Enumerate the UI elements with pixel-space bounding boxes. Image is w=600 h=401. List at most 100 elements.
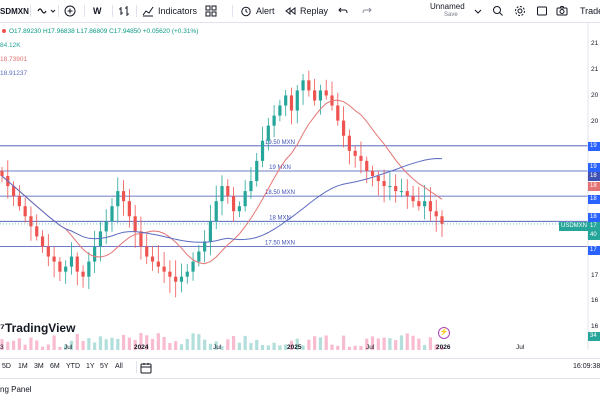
candle-body <box>289 95 294 111</box>
volume-bar <box>174 341 178 350</box>
candle-body <box>179 276 184 282</box>
chart-type-button[interactable] <box>36 0 56 22</box>
candle-body <box>40 236 45 247</box>
trading-panel-label: ng Panel <box>0 385 32 394</box>
timeframe-5d[interactable]: 5D <box>2 363 11 370</box>
time-label: 2026 <box>436 344 451 351</box>
volume-bar <box>266 345 270 350</box>
volume-bar <box>417 338 421 350</box>
settings-button[interactable] <box>514 0 526 22</box>
divider <box>136 361 137 373</box>
volume-bar <box>394 340 398 350</box>
volume-bar <box>260 345 265 350</box>
candle-body <box>440 216 444 224</box>
trade-button[interactable]: Trade <box>580 0 600 22</box>
volume-bar <box>40 346 45 350</box>
volume-bar <box>11 340 16 350</box>
volume-bar <box>399 335 404 350</box>
volume-badge: 34 <box>588 332 600 341</box>
volume-bar <box>434 344 438 350</box>
layout-button[interactable] <box>205 0 217 22</box>
market-status-dot <box>2 29 6 33</box>
candle-body <box>370 170 375 176</box>
candle-body <box>174 276 178 282</box>
timeframe-6m[interactable]: 6M <box>50 363 60 370</box>
fullscreen-icon <box>537 6 547 16</box>
volume-bar <box>81 340 85 350</box>
compare-button[interactable] <box>64 0 76 22</box>
divider <box>112 5 113 17</box>
bar-style-button[interactable] <box>118 0 130 22</box>
alert-label: Alert <box>256 6 275 16</box>
candle-body <box>341 120 346 136</box>
layout-menu-button[interactable] <box>474 0 482 22</box>
timeframe-5y[interactable]: 5Y <box>100 363 109 370</box>
candle-body <box>434 211 438 217</box>
time-label: Jul <box>64 344 73 351</box>
volume-bar <box>127 337 131 350</box>
search-button[interactable] <box>492 0 504 22</box>
time-label: Jul <box>516 344 525 351</box>
candle-body <box>272 115 276 126</box>
candle-body <box>145 246 149 257</box>
candle-body <box>353 150 357 156</box>
replay-button[interactable]: Replay <box>284 0 328 22</box>
candle-body <box>127 201 131 217</box>
interval-button[interactable]: W <box>93 0 102 22</box>
camera-icon <box>556 6 568 16</box>
replay-label: Replay <box>300 6 329 16</box>
price-label: 16 <box>591 297 599 304</box>
snapshot-button[interactable] <box>556 0 568 22</box>
candle-body <box>168 271 172 277</box>
candle-body <box>231 196 236 212</box>
candle-body <box>324 90 328 96</box>
symbol-search-button[interactable]: SDMXN <box>0 0 29 22</box>
divider <box>58 5 59 17</box>
candle-body <box>93 246 97 262</box>
volume-bar <box>255 339 259 350</box>
horizontal-line-label: 18.50 MXN <box>265 190 295 196</box>
volume-bar <box>370 336 375 350</box>
volume-bar <box>139 333 143 350</box>
volume-bar <box>365 338 369 350</box>
candle-body <box>220 186 224 202</box>
undo-button[interactable] <box>338 0 348 22</box>
time-label: Jul <box>213 344 222 351</box>
candle-body <box>98 231 103 247</box>
volume-bar <box>353 345 357 350</box>
alert-button[interactable]: Alert <box>240 0 275 22</box>
candle-body <box>11 186 16 197</box>
time-label: 2025 <box>287 344 302 351</box>
candle-body <box>0 170 4 176</box>
volume-bar <box>162 336 166 350</box>
redo-button[interactable] <box>362 0 372 22</box>
timeframe-3m[interactable]: 3M <box>34 363 44 370</box>
candle-body <box>75 256 79 272</box>
timeframe-ytd[interactable]: YTD <box>66 363 80 370</box>
layout-name-button[interactable]: Unnamed Save <box>430 2 465 20</box>
candle-body <box>243 191 247 207</box>
event-marker-icon[interactable]: ⚡ <box>438 327 450 339</box>
timeframe-all[interactable]: All <box>115 363 123 370</box>
timeframe-1y[interactable]: 1Y <box>86 363 95 370</box>
fullscreen-button[interactable] <box>536 0 548 22</box>
indicators-button[interactable]: Indicators <box>142 0 197 22</box>
candle-body <box>301 80 305 91</box>
timeframe-1m[interactable]: 1M <box>18 363 28 370</box>
candle-body <box>307 80 311 91</box>
candle-body <box>197 251 201 262</box>
candle-body <box>46 246 50 257</box>
undo-icon <box>338 7 348 14</box>
candle-body <box>64 266 68 272</box>
ma-short-price-badge: 18 <box>588 182 600 191</box>
trading-panel-bar[interactable]: ng Panel <box>0 378 600 401</box>
volume-bar <box>226 339 230 350</box>
candle-body <box>284 95 288 106</box>
alarm-clock-icon <box>241 6 251 17</box>
date-range-button[interactable] <box>140 361 152 379</box>
chart-area[interactable]: 19.50 MXN 19 MXN 18.50 MXN 18 MXN 17.50 MXN <box>0 22 600 350</box>
volume-bar <box>185 338 189 350</box>
volume-bar <box>237 342 241 350</box>
volume-bar <box>243 335 247 350</box>
